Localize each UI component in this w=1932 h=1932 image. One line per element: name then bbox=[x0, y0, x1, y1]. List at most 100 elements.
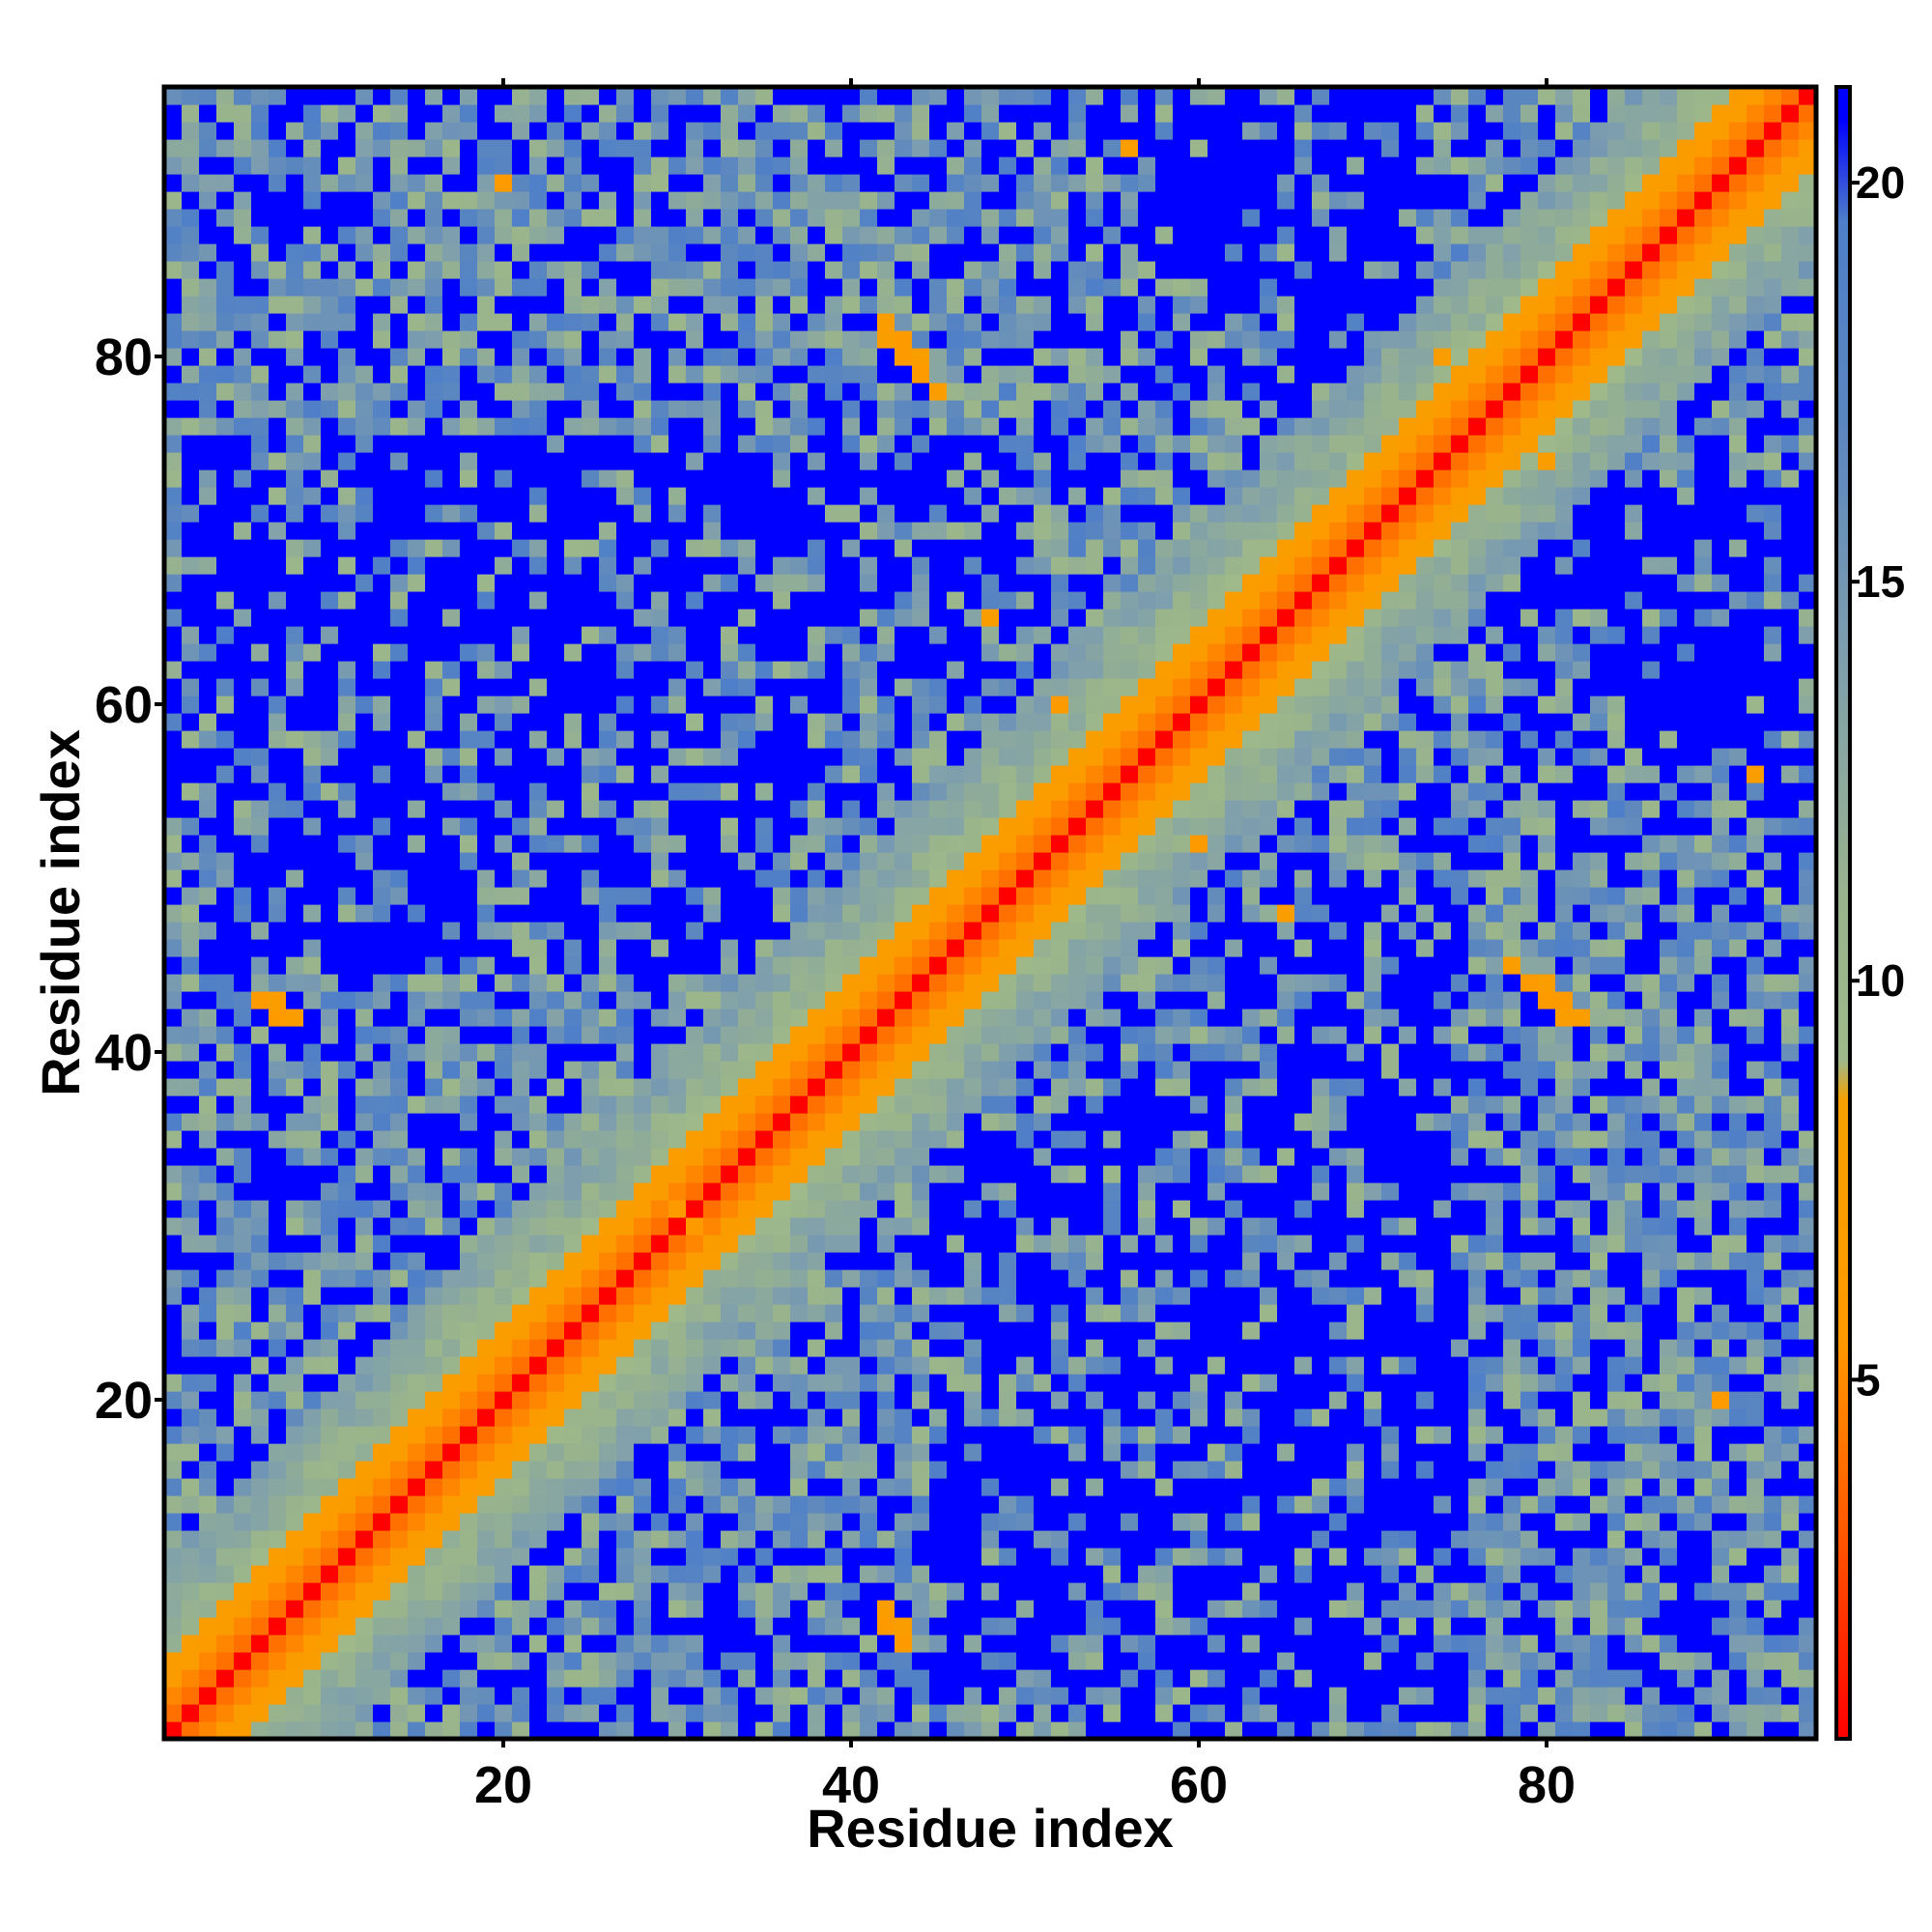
heatmap-cell bbox=[1468, 1391, 1487, 1409]
heatmap-cell bbox=[1086, 1287, 1104, 1305]
heatmap-cell bbox=[1434, 1009, 1452, 1027]
heatmap-cell bbox=[1016, 1026, 1035, 1044]
heatmap-cell bbox=[1764, 1565, 1782, 1583]
heatmap-cell bbox=[1121, 1356, 1139, 1375]
heatmap-cell bbox=[1747, 956, 1765, 975]
heatmap-cell bbox=[1190, 1426, 1208, 1444]
heatmap-cell bbox=[529, 1652, 548, 1670]
heatmap-cell bbox=[1694, 1652, 1713, 1670]
heatmap-cell bbox=[1503, 1617, 1521, 1635]
heatmap-cell bbox=[686, 1095, 704, 1114]
heatmap-cell bbox=[1103, 991, 1122, 1009]
heatmap-cell bbox=[321, 1704, 339, 1722]
heatmap-cell bbox=[755, 1113, 774, 1131]
heatmap-cell bbox=[199, 1235, 217, 1253]
heatmap-cell bbox=[981, 922, 1000, 940]
heatmap-cell bbox=[1607, 1461, 1626, 1479]
heatmap-cell bbox=[686, 1026, 704, 1044]
heatmap-cell bbox=[164, 887, 183, 905]
heatmap-cell bbox=[1121, 1687, 1139, 1705]
heatmap-cell bbox=[1555, 1321, 1574, 1340]
heatmap-cell bbox=[529, 869, 548, 888]
heatmap-cell bbox=[825, 1113, 843, 1131]
heatmap-cell bbox=[1434, 1200, 1452, 1218]
heatmap-cell bbox=[1312, 1600, 1330, 1618]
heatmap-cell bbox=[738, 1269, 756, 1288]
heatmap-cell bbox=[234, 1461, 252, 1479]
heatmap-cell bbox=[1781, 1078, 1800, 1096]
heatmap-cell bbox=[964, 1408, 982, 1427]
heatmap-cell bbox=[634, 1287, 652, 1305]
heatmap-cell bbox=[1016, 1652, 1035, 1670]
heatmap-cell bbox=[1277, 1217, 1295, 1236]
heatmap-cell bbox=[234, 939, 252, 957]
heatmap-cell bbox=[408, 1495, 426, 1514]
heatmap-cell bbox=[286, 1582, 304, 1601]
heatmap-cell bbox=[1712, 1687, 1730, 1705]
heatmap-cell bbox=[373, 1634, 391, 1653]
heatmap-cell bbox=[1764, 1513, 1782, 1531]
heatmap-cell bbox=[1312, 1339, 1330, 1357]
heatmap-cell bbox=[286, 1130, 304, 1149]
heatmap-cell bbox=[738, 1113, 756, 1131]
heatmap-cell bbox=[738, 1374, 756, 1392]
heatmap-cell bbox=[895, 1009, 913, 1027]
heatmap-cell bbox=[199, 1408, 217, 1427]
heatmap-cell bbox=[1694, 1669, 1713, 1688]
heatmap-cell bbox=[1451, 1217, 1469, 1236]
heatmap-cell bbox=[964, 1200, 982, 1218]
heatmap-cell bbox=[286, 1391, 304, 1409]
heatmap-cell bbox=[1503, 1426, 1521, 1444]
heatmap-cell bbox=[999, 1721, 1017, 1740]
heatmap-cell bbox=[547, 1165, 565, 1183]
heatmap-cell bbox=[895, 1113, 913, 1131]
heatmap-cell bbox=[1277, 1461, 1295, 1479]
heatmap-cell bbox=[1277, 939, 1295, 957]
heatmap-cell bbox=[1173, 974, 1191, 992]
heatmap-cell bbox=[408, 1374, 426, 1392]
heatmap-cell bbox=[442, 1165, 461, 1183]
heatmap-cell bbox=[1364, 991, 1382, 1009]
heatmap-cell bbox=[860, 1391, 878, 1409]
heatmap-cell bbox=[1190, 1321, 1208, 1340]
heatmap-cell bbox=[1051, 1478, 1069, 1496]
heatmap-cell bbox=[1242, 1617, 1261, 1635]
heatmap-cell bbox=[1155, 1009, 1174, 1027]
heatmap-cell bbox=[390, 1391, 409, 1409]
heatmap-cell bbox=[877, 1113, 895, 1131]
heatmap-cell bbox=[182, 852, 200, 870]
heatmap-cell bbox=[1712, 1269, 1730, 1288]
heatmap-cell bbox=[182, 869, 200, 888]
heatmap-cell bbox=[373, 852, 391, 870]
heatmap-cell bbox=[1242, 1721, 1261, 1740]
heatmap-cell bbox=[408, 1061, 426, 1079]
heatmap-cell bbox=[599, 1408, 617, 1427]
heatmap-cell bbox=[668, 1148, 687, 1166]
heatmap-cell bbox=[1312, 1461, 1330, 1479]
heatmap-cell bbox=[1068, 1461, 1087, 1479]
heatmap-cell bbox=[1642, 1530, 1661, 1548]
heatmap-cell bbox=[668, 1235, 687, 1253]
heatmap-cell bbox=[1555, 1600, 1574, 1618]
heatmap-cell bbox=[668, 1634, 687, 1653]
heatmap-cell bbox=[738, 1704, 756, 1722]
heatmap-cell bbox=[1242, 922, 1261, 940]
heatmap-cell bbox=[425, 1530, 443, 1548]
heatmap-cell bbox=[1712, 869, 1730, 888]
heatmap-cell bbox=[1225, 1200, 1243, 1218]
heatmap-cell bbox=[1260, 1652, 1278, 1670]
heatmap-cell bbox=[582, 1148, 600, 1166]
heatmap-cell bbox=[634, 1061, 652, 1079]
heatmap-cell bbox=[1103, 1721, 1122, 1740]
heatmap-cell bbox=[1190, 1182, 1208, 1201]
heatmap-cell bbox=[234, 922, 252, 940]
heatmap-cell bbox=[1729, 1043, 1747, 1062]
heatmap-cell bbox=[1486, 1321, 1504, 1340]
heatmap-cell bbox=[947, 1443, 965, 1462]
heatmap-cell bbox=[599, 1043, 617, 1062]
heatmap-cell bbox=[1503, 1043, 1521, 1062]
heatmap-cell bbox=[1260, 1721, 1278, 1740]
heatmap-cell bbox=[1242, 1130, 1261, 1149]
heatmap-cell bbox=[1747, 1408, 1765, 1427]
heatmap-cell bbox=[1434, 1513, 1452, 1531]
